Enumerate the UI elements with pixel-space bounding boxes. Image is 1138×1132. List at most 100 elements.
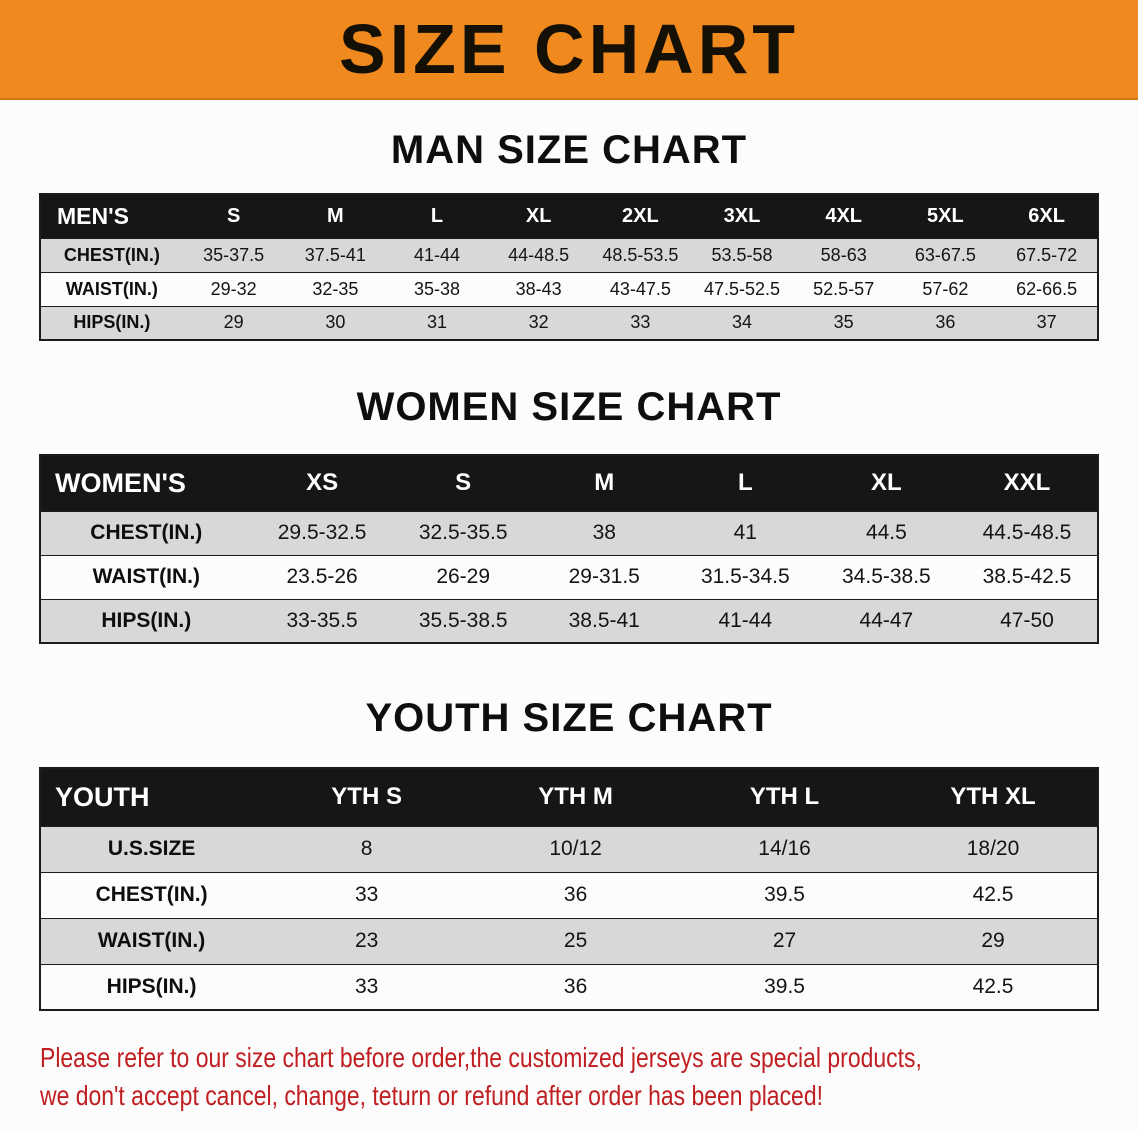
size-value-cell: 33-35.5 <box>286 608 358 632</box>
size-value-cell: 25 <box>563 929 588 952</box>
table-header-row: WOMEN'S XS S M L XL XXL <box>40 455 1098 511</box>
women-size-section: WOMEN SIZE CHART WOMEN'S XS S M L XL XXL CHEST(… <box>0 385 1138 644</box>
size-value-cell: 29-31.5 <box>568 565 640 588</box>
size-value-cell: 41 <box>733 521 757 544</box>
size-value-cell: 23 <box>354 929 379 952</box>
women-section-heading: WOMEN SIZE CHART <box>356 385 782 429</box>
size-value-cell: 10/12 <box>549 837 602 860</box>
row-label: WAIST(IN.) <box>97 929 206 952</box>
size-value-cell: 33 <box>354 974 379 998</box>
youth-size-table: YOUTH YTH S YTH M YTH L YTH XL U.S.SIZE 8 10/12… <box>39 767 1099 1011</box>
size-value-cell: 31.5-34.5 <box>700 565 790 588</box>
size-value-cell: 33 <box>354 883 379 906</box>
size-value-cell: 39.5 <box>764 974 805 998</box>
size-value-cell: 26-29 <box>436 565 491 588</box>
size-header-cell: 2XL <box>589 194 692 238</box>
row-label: HIPS(IN.) <box>73 312 151 333</box>
size-value-cell: 44.5-48.5 <box>982 521 1072 544</box>
size-value-cell: 41-44 <box>718 608 773 632</box>
size-value-cell: 38 <box>592 521 616 544</box>
men-size-section: MAN SIZE CHART MEN'S S M L XL 2XL 3XL 4XL 5XL 6XL… <box>0 128 1138 341</box>
size-value-cell: 30 <box>325 312 346 333</box>
size-value-cell: 8 <box>360 837 373 860</box>
size-value-cell: 37.5-41 <box>304 244 366 265</box>
size-header-cell: M <box>284 194 387 238</box>
size-value-cell: 38.5-41 <box>568 608 640 632</box>
size-value-cell: 47-50 <box>1000 608 1054 632</box>
size-value-cell: 62-66.5 <box>1016 278 1078 299</box>
row-label: HIPS(IN.) <box>101 608 192 632</box>
size-value-cell: 36 <box>563 974 588 998</box>
size-value-cell: 42.5 <box>972 974 1014 998</box>
row-label: CHEST(IN.) <box>90 521 203 544</box>
size-value-cell: 36 <box>563 883 588 906</box>
table-row: HIPS(IN.) 33 36 39.5 42.5 <box>40 964 1098 1010</box>
size-value-cell: 34.5-38.5 <box>842 565 931 588</box>
size-value-cell: 33 <box>630 312 651 333</box>
table-header-row: YOUTH YTH S YTH M YTH L YTH XL <box>40 768 1098 826</box>
table-header-row: MEN'S S M L XL 2XL 3XL 4XL 5XL 6XL <box>40 194 1098 238</box>
banner: SIZE CHART <box>0 0 1138 100</box>
size-value-cell: 29 <box>981 929 1005 952</box>
size-value-cell: 38.5-42.5 <box>982 565 1072 588</box>
size-value-cell: 31 <box>426 312 448 333</box>
size-header-cell: 5XL <box>894 194 997 238</box>
size-value-cell: 32-35 <box>312 278 359 299</box>
size-value-cell: 67.5-72 <box>1016 244 1078 265</box>
table-row: WAIST(IN.) 29-32 32-35 35-38 38-43 43-47.5 47.… <box>40 272 1098 306</box>
table-row: U.S.SIZE 8 10/12 14/16 18/20 <box>40 826 1098 872</box>
size-header-cell: YTH M <box>471 768 681 826</box>
size-value-cell: 35-37.5 <box>203 244 265 265</box>
row-label: CHEST(IN.) <box>95 883 208 906</box>
table-row: WAIST(IN.) 23 25 27 29 <box>40 918 1098 964</box>
row-label: WAIST(IN.) <box>65 278 158 299</box>
size-value-cell: 29-32 <box>210 278 257 299</box>
table-row: HIPS(IN.) 29 30 31 32 33 34 35 36 37 <box>40 306 1098 340</box>
men-section-heading: MAN SIZE CHART <box>390 128 748 172</box>
table-row: WAIST(IN.) 23.5-26 26-29 29-31.5 31.5-34.5 34… <box>40 555 1098 599</box>
size-value-cell: 18/20 <box>966 837 1020 860</box>
table-row: CHEST(IN.) 33 36 39.5 42.5 <box>40 872 1098 918</box>
size-header-cell: XL <box>487 194 590 238</box>
size-value-cell: 37 <box>1036 312 1057 333</box>
disclaimer: Please refer to our size chart before or… <box>40 1039 1138 1115</box>
page-title: SIZE CHART <box>339 10 799 88</box>
size-value-cell: 35 <box>833 312 854 333</box>
size-value-cell: 39.5 <box>764 883 805 906</box>
table-row: CHEST(IN.) 35-37.5 37.5-41 41-44 44-48.5 48.5… <box>40 238 1098 272</box>
size-value-cell: 14/16 <box>758 837 811 860</box>
row-label: CHEST(IN.) <box>63 244 160 265</box>
disclaimer-line-2: we don't accept cancel, change, teturn o… <box>40 1079 823 1111</box>
size-header-cell: XS <box>251 455 393 511</box>
women-size-table: WOMEN'S XS S M L XL XXL CHEST(IN.) 29.5-32.5 32.5… <box>39 454 1099 644</box>
size-value-cell: 35-38 <box>413 278 461 299</box>
table-title-cell: MEN'S <box>40 194 183 238</box>
size-value-cell: 63-67.5 <box>914 244 976 265</box>
size-header-cell: M <box>533 455 675 511</box>
size-value-cell: 52.5-57 <box>813 278 875 299</box>
row-label: U.S.SIZE <box>107 837 196 860</box>
size-value-cell: 27 <box>772 929 797 952</box>
size-value-cell: 42.5 <box>972 883 1014 906</box>
youth-size-section: YOUTH SIZE CHART YOUTH YTH S YTH M YTH L YTH… <box>0 696 1138 1011</box>
size-header-cell: S <box>392 455 534 511</box>
size-value-cell: 38-43 <box>515 278 562 299</box>
size-value-cell: 29.5-32.5 <box>277 521 367 544</box>
size-header-cell: 6XL <box>996 194 1098 238</box>
size-value-cell: 34 <box>732 312 753 333</box>
size-value-cell: 43-47.5 <box>609 278 671 299</box>
size-value-cell: 32 <box>528 312 549 333</box>
size-value-cell: 41-44 <box>413 244 461 265</box>
table-title-cell: WOMEN'S <box>40 455 252 511</box>
youth-section-heading: YOUTH SIZE CHART <box>365 696 773 740</box>
size-value-cell: 48.5-53.5 <box>602 244 679 265</box>
size-value-cell: 23.5-26 <box>286 565 358 588</box>
size-value-cell: 32.5-35.5 <box>418 521 508 544</box>
size-value-cell: 35.5-38.5 <box>418 608 508 632</box>
size-value-cell: 44-48.5 <box>508 244 570 265</box>
men-size-table: MEN'S S M L XL 2XL 3XL 4XL 5XL 6XL CHEST(IN.) 35-37… <box>39 193 1099 341</box>
size-value-cell: 44-47 <box>859 608 914 632</box>
disclaimer-line-1: Please refer to our size chart before or… <box>40 1042 922 1073</box>
size-value-cell: 44.5 <box>865 521 907 544</box>
